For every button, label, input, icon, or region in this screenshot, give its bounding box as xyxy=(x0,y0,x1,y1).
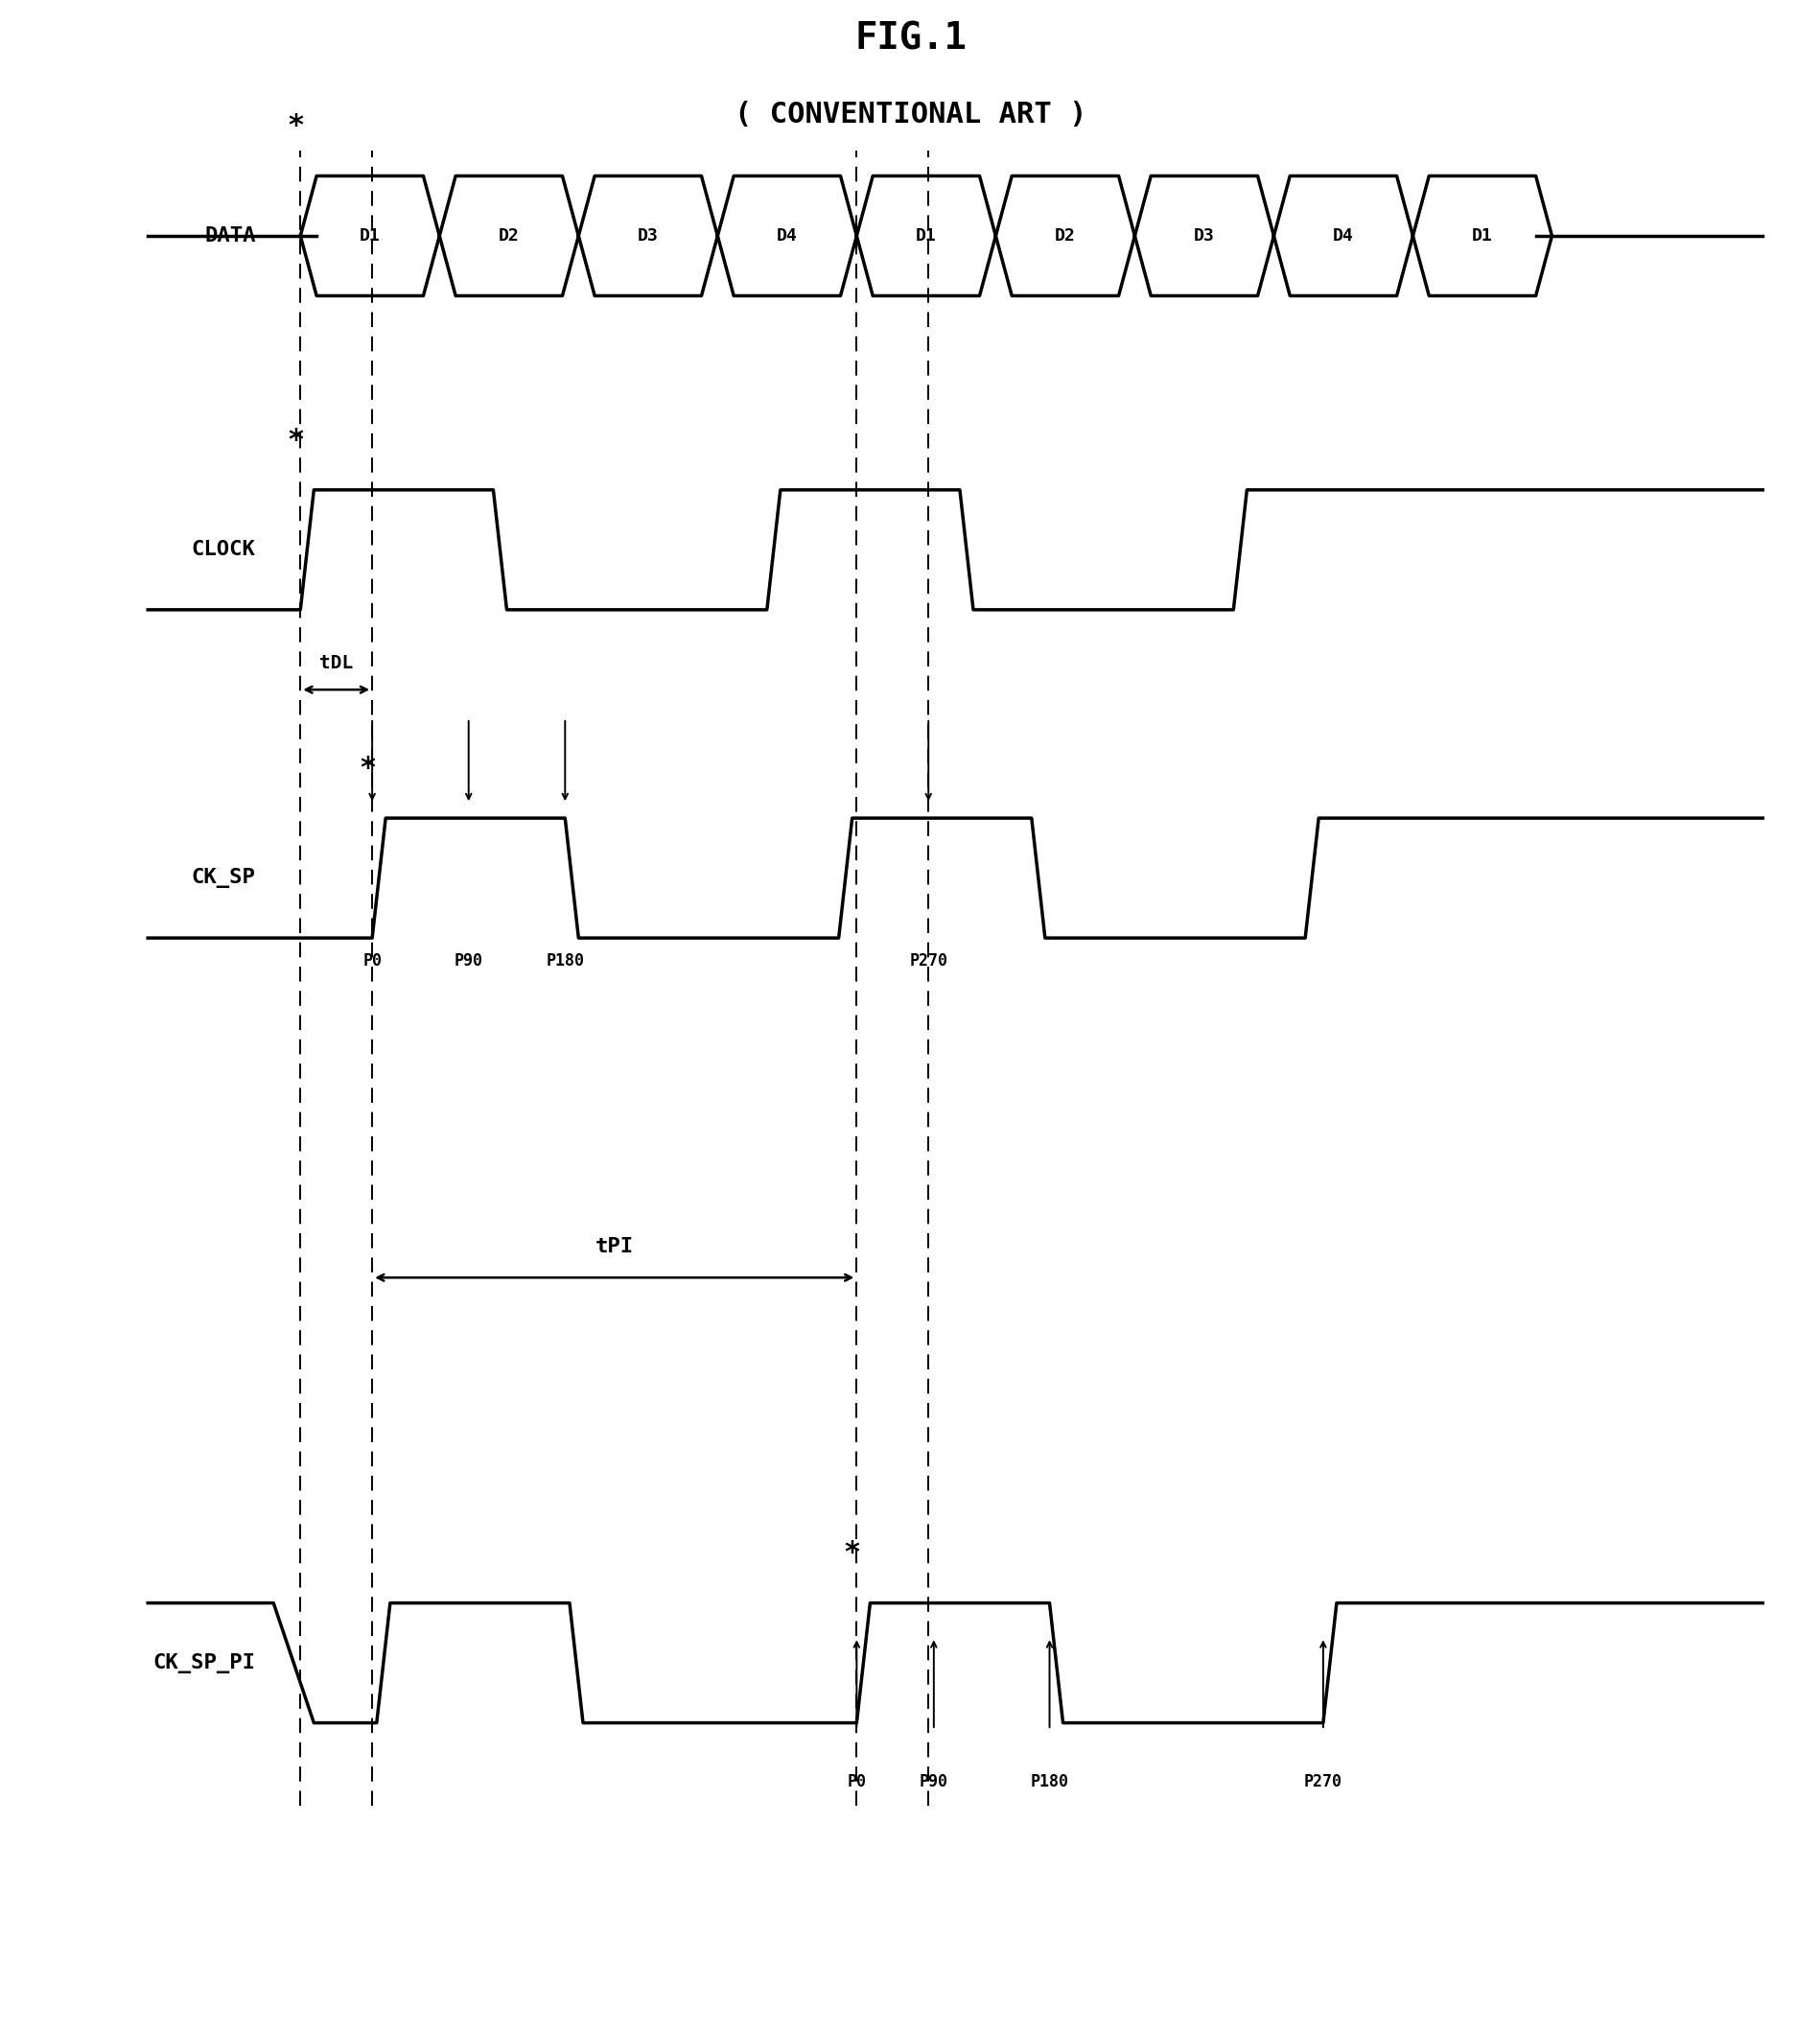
Text: D4: D4 xyxy=(1332,228,1352,244)
Text: P90: P90 xyxy=(919,1773,948,1791)
Text: tPI: tPI xyxy=(595,1236,633,1256)
Text: CK_SP_PI: CK_SP_PI xyxy=(153,1653,255,1673)
Text: *: * xyxy=(288,112,304,140)
Text: D2: D2 xyxy=(499,228,519,244)
Text: P180: P180 xyxy=(546,951,584,970)
Text: P270: P270 xyxy=(1303,1773,1341,1791)
Text: D1: D1 xyxy=(915,228,935,244)
Text: *: * xyxy=(844,1539,859,1567)
Text: P180: P180 xyxy=(1030,1773,1068,1791)
Text: P0: P0 xyxy=(362,951,382,970)
Text: *: * xyxy=(288,427,304,453)
Text: tDL: tDL xyxy=(318,655,353,673)
Text: CK_SP: CK_SP xyxy=(191,868,255,888)
Text: D3: D3 xyxy=(637,228,659,244)
Text: *: * xyxy=(360,754,375,783)
Text: P0: P0 xyxy=(846,1773,866,1791)
Text: ( CONVENTIONAL ART ): ( CONVENTIONAL ART ) xyxy=(733,102,1087,128)
Text: D3: D3 xyxy=(1194,228,1214,244)
Text: D1: D1 xyxy=(359,228,380,244)
Text: P270: P270 xyxy=(908,951,946,970)
Text: D1: D1 xyxy=(1471,228,1492,244)
Text: D4: D4 xyxy=(777,228,797,244)
Text: DATA: DATA xyxy=(204,226,255,246)
Text: P90: P90 xyxy=(453,951,482,970)
Text: CLOCK: CLOCK xyxy=(191,541,255,559)
Text: D2: D2 xyxy=(1054,228,1076,244)
Text: FIG.1: FIG.1 xyxy=(854,20,966,57)
